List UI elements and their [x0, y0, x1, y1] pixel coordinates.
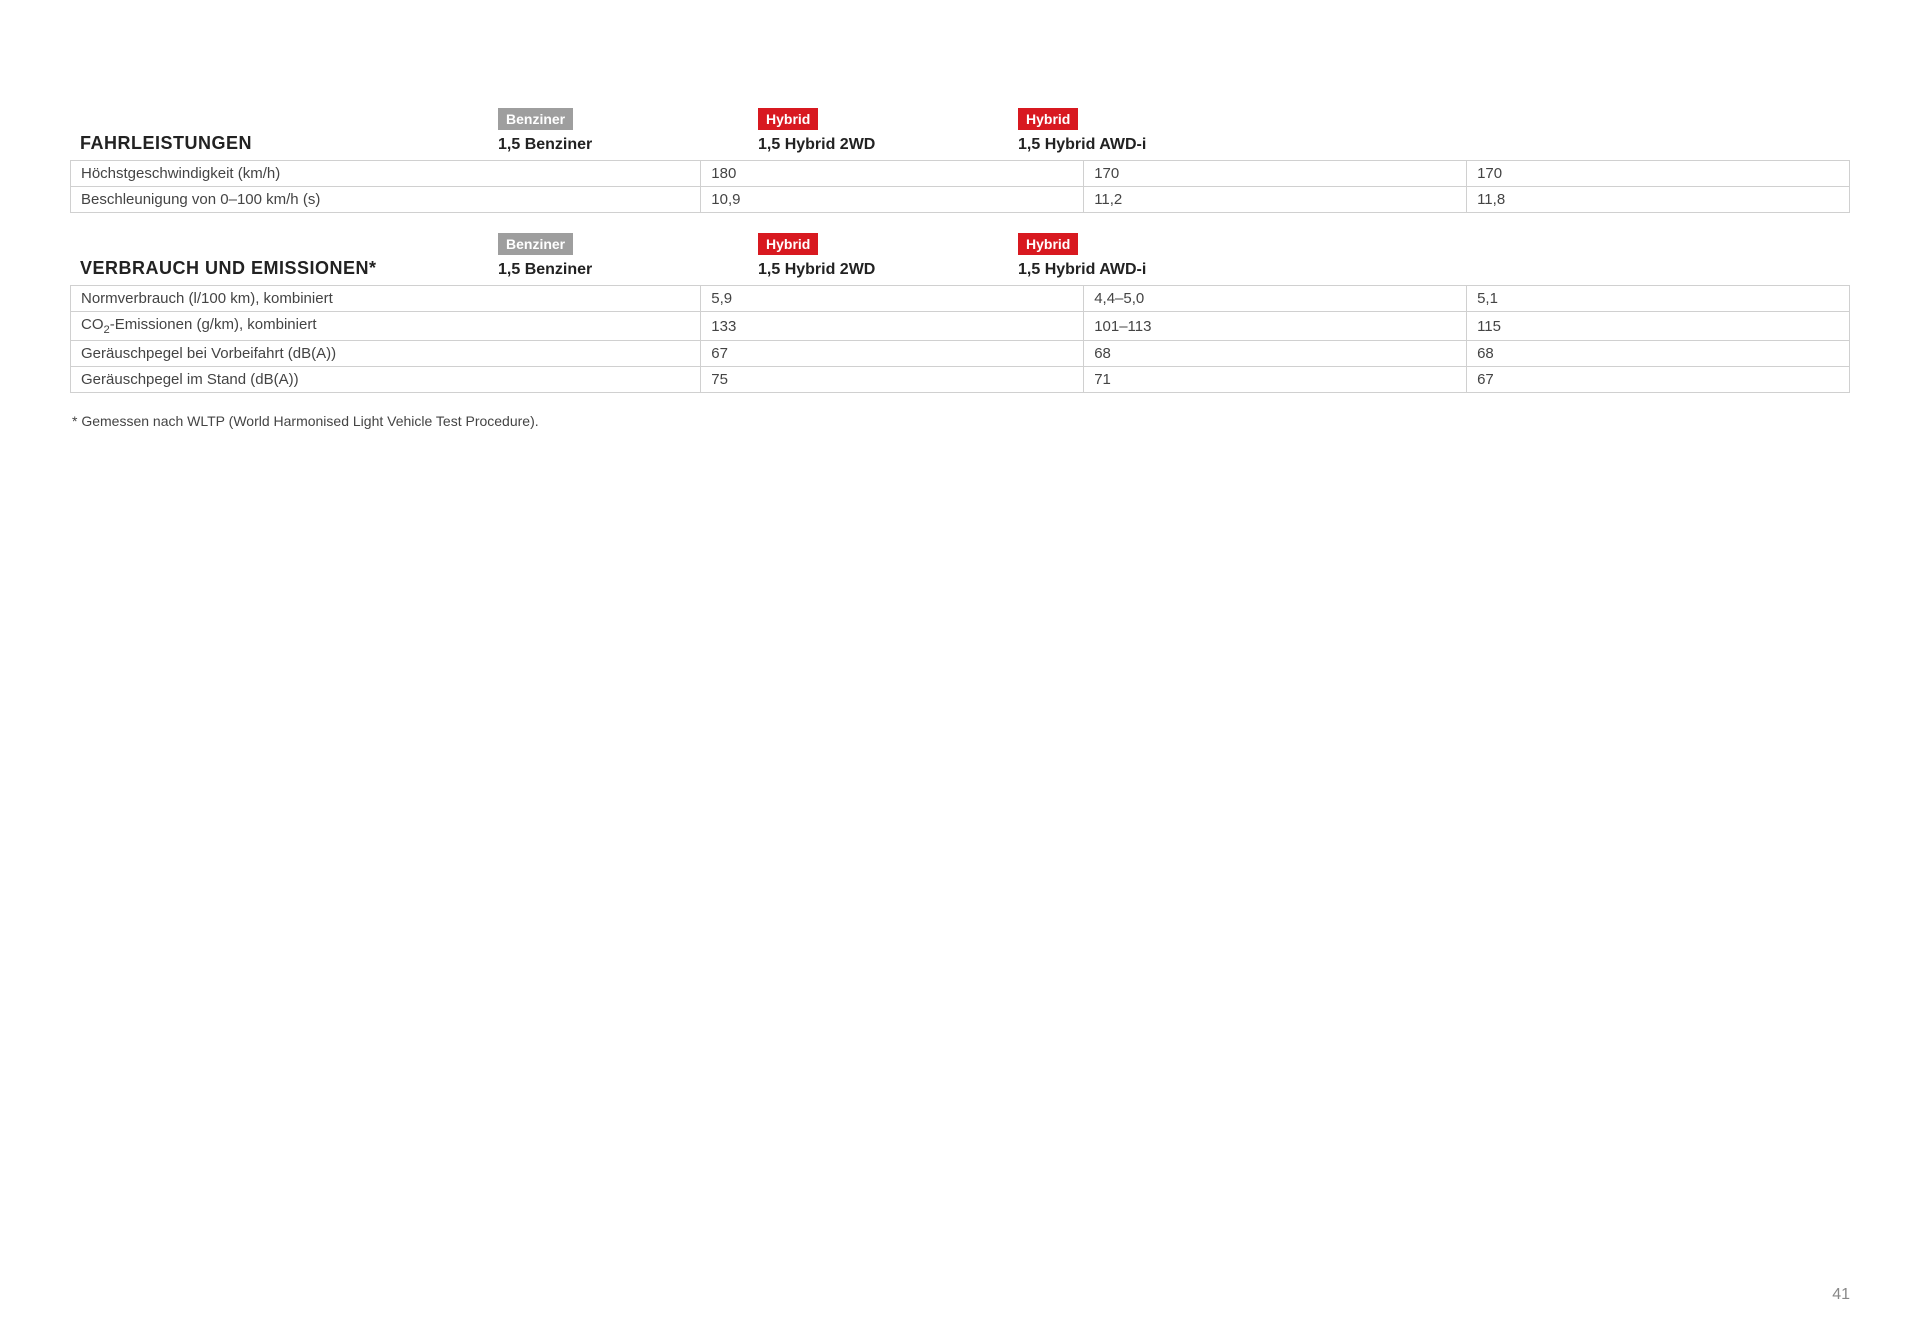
column-header: Hybrid 1,5 Hybrid 2WD: [758, 108, 1018, 154]
row-value: 115: [1467, 312, 1850, 341]
row-value: 11,8: [1467, 187, 1850, 213]
row-value: 68: [1467, 341, 1850, 367]
column-header: Hybrid 1,5 Hybrid AWD-i: [1018, 233, 1278, 279]
footnote: * Gemessen nach WLTP (World Harmonised L…: [70, 413, 1850, 429]
row-value: 5,1: [1467, 286, 1850, 312]
row-value: 71: [1084, 367, 1467, 393]
table-row: Geräuschpegel im Stand (dB(A))757167: [71, 367, 1850, 393]
variant-badge: Benziner: [498, 233, 573, 255]
section-header: FAHRLEISTUNGENBenziner1,5 BenzinerHybrid…: [70, 108, 1850, 160]
row-value: 170: [1084, 161, 1467, 187]
column-header: Hybrid 1,5 Hybrid AWD-i: [1018, 108, 1278, 154]
row-label: Normverbrauch (l/100 km), kombiniert: [71, 286, 701, 312]
row-value: 10,9: [701, 187, 1084, 213]
variant-badge: Benziner: [498, 108, 573, 130]
table-row: Geräuschpegel bei Vorbeifahrt (dB(A))676…: [71, 341, 1850, 367]
variant-name: 1,5 Hybrid 2WD: [758, 261, 1018, 279]
table-row: Normverbrauch (l/100 km), kombiniert5,94…: [71, 286, 1850, 312]
row-label: CO2-Emissionen (g/km), kombiniert: [71, 312, 701, 341]
row-value: 5,9: [701, 286, 1084, 312]
spec-section: VERBRAUCH UND EMISSIONEN*Benziner 1,5 Ben…: [70, 233, 1850, 393]
spec-table: Normverbrauch (l/100 km), kombiniert5,94…: [70, 285, 1850, 393]
table-row: CO2-Emissionen (g/km), kombiniert133101–…: [71, 312, 1850, 341]
section-title: FAHRLEISTUNGEN: [70, 133, 498, 154]
row-label: Beschleunigung von 0–100 km/h (s): [71, 187, 701, 213]
row-value: 133: [701, 312, 1084, 341]
column-header: Benziner 1,5 Benziner: [498, 108, 758, 154]
row-value: 101–113: [1084, 312, 1467, 341]
page-number: 41: [1832, 1286, 1850, 1304]
variant-badge: Hybrid: [1018, 233, 1078, 255]
row-value: 67: [701, 341, 1084, 367]
row-value: 4,4–5,0: [1084, 286, 1467, 312]
variant-name: 1,5 Benziner: [498, 261, 758, 279]
spec-table: Höchstgeschwindigkeit (km/h)180170170Bes…: [70, 160, 1850, 213]
row-value: 170: [1467, 161, 1850, 187]
variant-name: 1,5 Hybrid AWD-i: [1018, 261, 1278, 279]
column-header: Hybrid 1,5 Hybrid 2WD: [758, 233, 1018, 279]
table-row: Beschleunigung von 0–100 km/h (s)10,911,…: [71, 187, 1850, 213]
section-title: VERBRAUCH UND EMISSIONEN*: [70, 258, 498, 279]
row-label: Geräuschpegel bei Vorbeifahrt (dB(A)): [71, 341, 701, 367]
variant-badge: Hybrid: [758, 108, 818, 130]
row-value: 68: [1084, 341, 1467, 367]
row-value: 180: [701, 161, 1084, 187]
spec-section: FAHRLEISTUNGENBenziner1,5 BenzinerHybrid…: [70, 108, 1850, 213]
variant-badge: Hybrid: [1018, 108, 1078, 130]
variant-name: 1,5 Hybrid 2WD: [758, 136, 1018, 154]
row-value: 67: [1467, 367, 1850, 393]
row-value: 75: [701, 367, 1084, 393]
row-value: 11,2: [1084, 187, 1467, 213]
row-label: Höchstgeschwindigkeit (km/h): [71, 161, 701, 187]
variant-badge: Hybrid: [758, 233, 818, 255]
table-row: Höchstgeschwindigkeit (km/h)180170170: [71, 161, 1850, 187]
variant-name: 1,5 Benziner: [498, 136, 758, 154]
variant-name: 1,5 Hybrid AWD-i: [1018, 136, 1278, 154]
row-label: Geräuschpegel im Stand (dB(A)): [71, 367, 701, 393]
spec-sheet: FAHRLEISTUNGENBenziner1,5 BenzinerHybrid…: [70, 108, 1850, 429]
column-header: Benziner 1,5 Benziner: [498, 233, 758, 279]
section-header: VERBRAUCH UND EMISSIONEN*Benziner 1,5 Ben…: [70, 233, 1850, 285]
